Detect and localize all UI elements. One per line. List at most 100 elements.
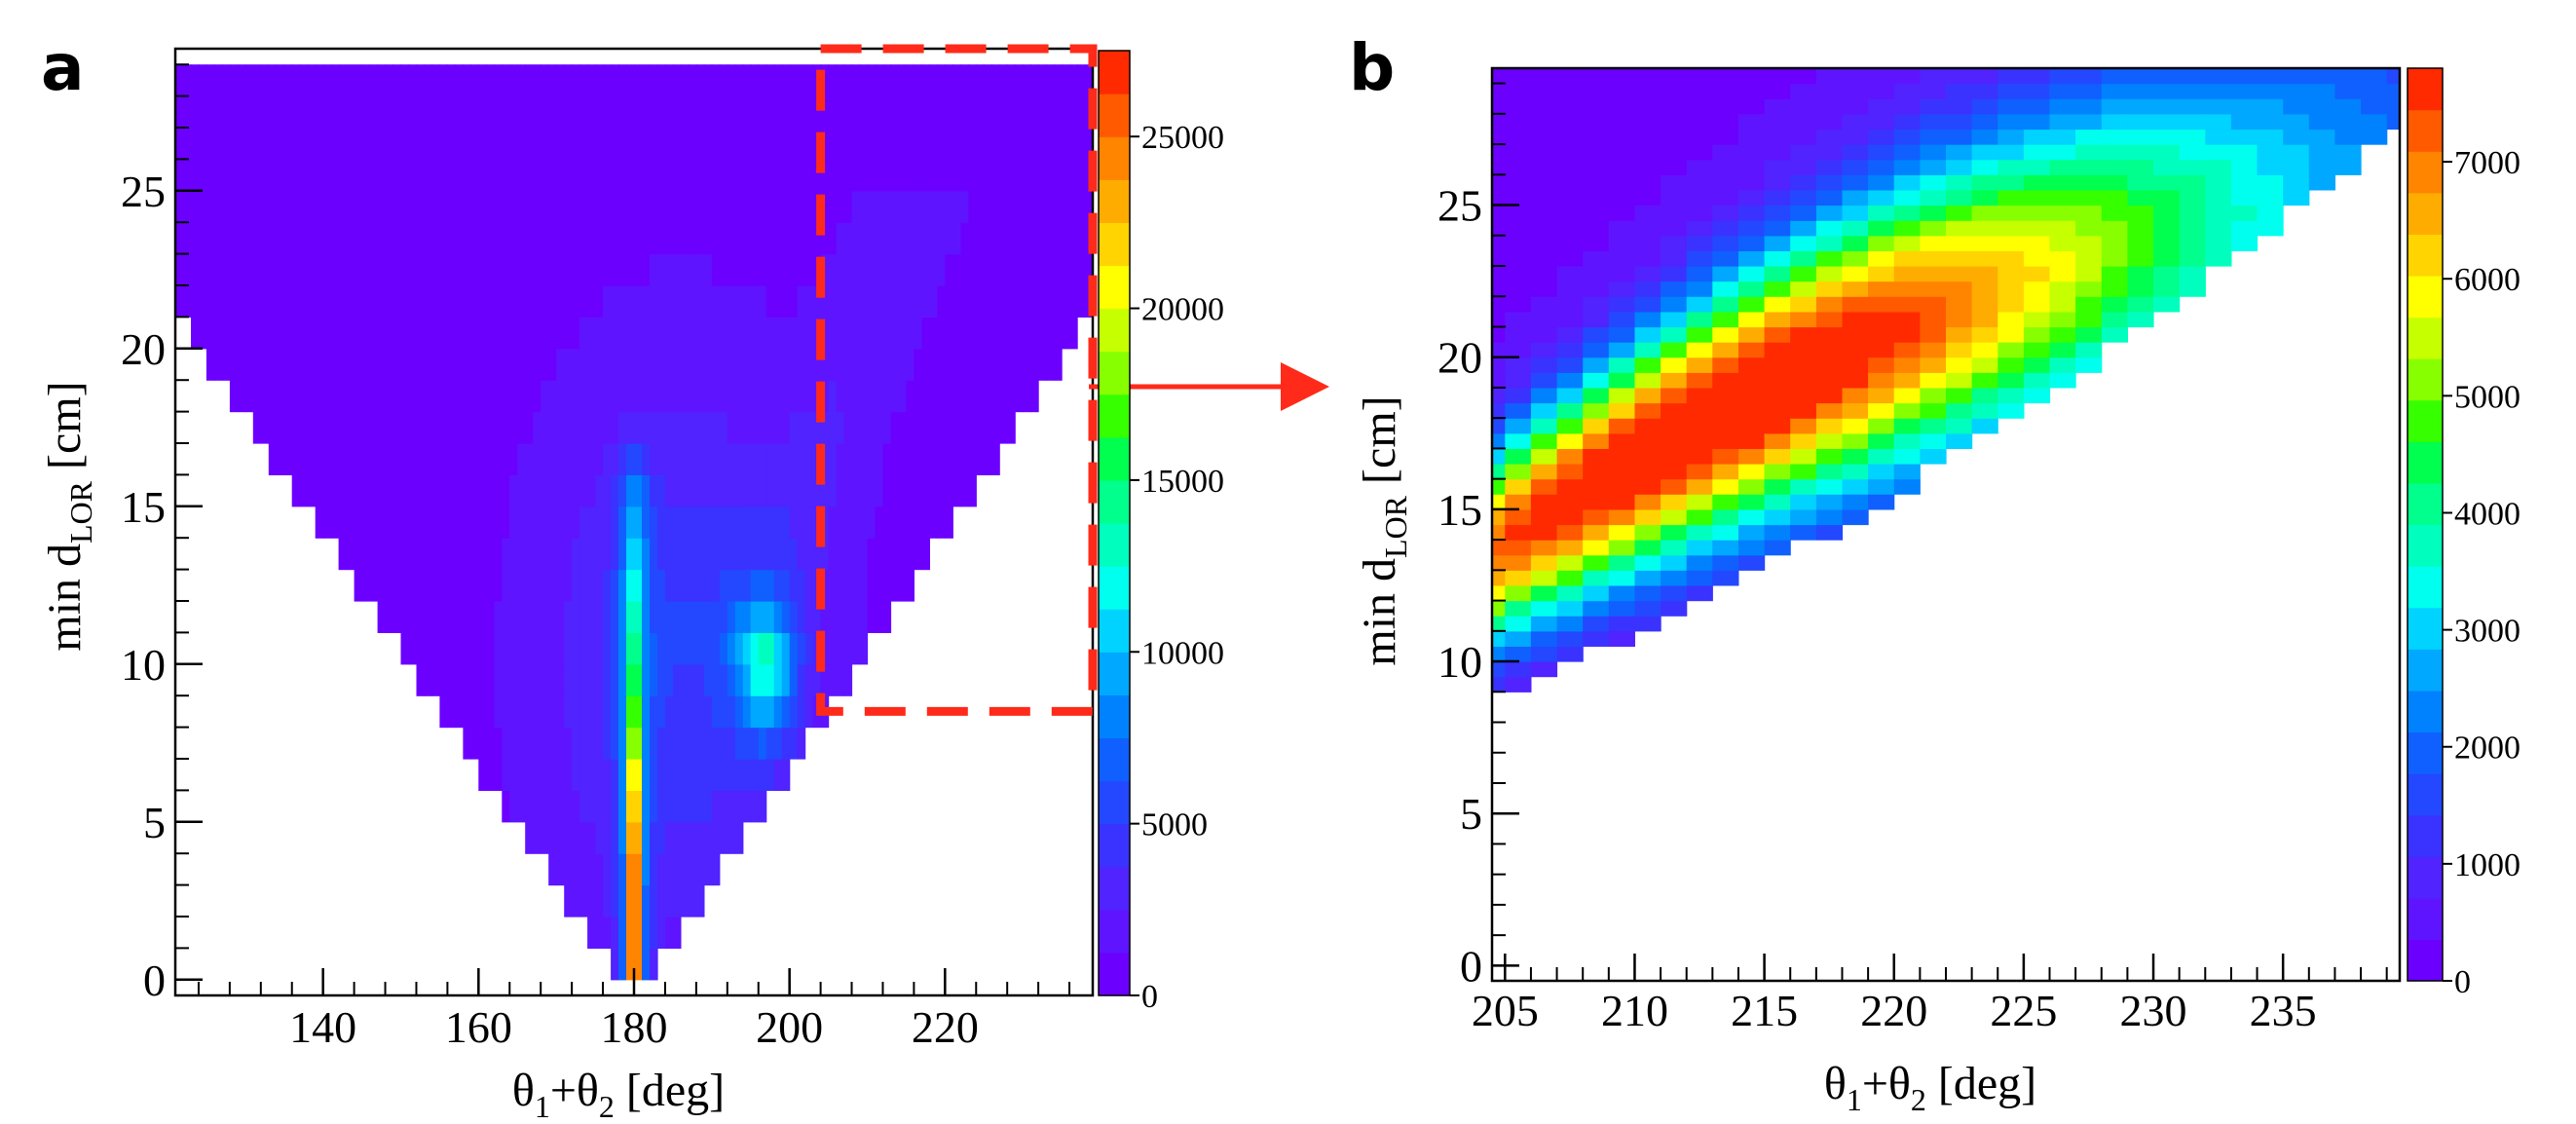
heatmap-cell — [1556, 311, 1584, 328]
heatmap-cell — [2230, 174, 2259, 191]
heatmap-cell — [672, 474, 682, 507]
heatmap-cell — [1015, 380, 1024, 413]
heatmap-cell — [727, 538, 736, 571]
heatmap-cell — [781, 222, 791, 255]
heatmap-cell — [898, 285, 907, 318]
heatmap-cell — [991, 380, 1000, 413]
heatmap-cell — [2101, 159, 2128, 175]
heatmap-cell — [626, 569, 635, 602]
heatmap-cell — [680, 380, 690, 413]
heatmap-cell — [572, 506, 580, 539]
heatmap-cell — [742, 727, 752, 760]
heatmap-cell — [1764, 402, 1791, 419]
heatmap-cell — [703, 317, 713, 350]
heatmap-cell — [2101, 250, 2128, 267]
heatmap-cell — [1842, 83, 1869, 99]
heatmap-cell — [291, 317, 301, 350]
heatmap-cell — [906, 443, 915, 475]
heatmap-cell — [711, 821, 721, 854]
heatmap-cell — [960, 190, 969, 223]
heatmap-cell — [758, 569, 767, 602]
heatmap-cell — [408, 569, 418, 602]
heatmap-cell — [1054, 253, 1063, 286]
heatmap-cell — [1077, 190, 1086, 223]
heatmap-cell — [541, 411, 549, 444]
heatmap-cell — [276, 64, 285, 97]
heatmap-cell — [1686, 205, 1713, 221]
heatmap-cell — [486, 695, 495, 729]
heatmap-cell — [1062, 222, 1070, 255]
heatmap-cell — [486, 222, 495, 255]
heatmap-cell — [921, 222, 930, 255]
heatmap-cell — [244, 317, 254, 350]
heatmap-cell — [478, 380, 487, 413]
heatmap-cell — [789, 695, 799, 729]
heatmap-cell — [656, 569, 666, 602]
heatmap-cell — [439, 569, 448, 602]
heatmap-cell — [268, 443, 278, 475]
heatmap-cell — [875, 64, 884, 97]
heatmap-cell — [650, 821, 658, 854]
heatmap-cell — [758, 663, 767, 696]
heatmap-cell — [1764, 508, 1791, 526]
heatmap-cell — [664, 348, 674, 381]
heatmap-cell — [1712, 98, 1739, 115]
heatmap-cell — [2257, 98, 2284, 115]
heatmap-cell — [1069, 222, 1078, 255]
heatmap-cell — [1997, 250, 2025, 267]
heatmap-cell — [579, 253, 588, 286]
heatmap-cell — [346, 253, 355, 286]
heatmap-cell — [229, 253, 239, 286]
heatmap-cell — [999, 380, 1008, 413]
heatmap-cell — [611, 64, 619, 97]
heatmap-cell — [2075, 311, 2103, 328]
heatmap-cell — [945, 506, 953, 539]
heatmap-cell — [1661, 494, 1688, 510]
heatmap-cell — [517, 727, 526, 760]
heatmap-cell — [859, 506, 869, 539]
heatmap-cell — [765, 253, 775, 286]
heatmap-cell — [221, 190, 231, 223]
heatmap-cell — [952, 128, 961, 160]
heatmap-cell — [656, 128, 666, 160]
heatmap-cell — [291, 380, 301, 413]
heatmap-cell — [758, 506, 767, 539]
heatmap-cell — [1686, 68, 1713, 85]
heatmap-cell — [1842, 372, 1869, 389]
heatmap-cell — [781, 538, 791, 571]
heatmap-cell — [455, 474, 464, 507]
heatmap-cell — [291, 190, 301, 223]
heatmap-cell — [765, 663, 775, 696]
heatmap-cell — [525, 190, 534, 223]
heatmap-cell — [369, 222, 379, 255]
heatmap-cell — [2049, 205, 2076, 221]
heatmap-cell — [1868, 311, 1895, 328]
heatmap-cell — [307, 411, 317, 444]
heatmap-cell — [1842, 418, 1869, 434]
heatmap-cell — [564, 759, 573, 791]
heatmap-cell — [502, 443, 510, 475]
heatmap-cell — [322, 159, 332, 192]
heatmap-cell — [727, 695, 736, 729]
heatmap-cell — [960, 222, 969, 255]
heatmap-cell — [330, 159, 340, 192]
heatmap-cell — [509, 790, 518, 823]
heatmap-cell — [572, 601, 580, 633]
heatmap-cell — [486, 159, 495, 192]
heatmap-cell — [1023, 348, 1031, 381]
heatmap-cell — [1492, 540, 1506, 556]
heatmap-cell — [1842, 174, 1869, 191]
heatmap-cell — [299, 253, 309, 286]
heatmap-cell — [369, 128, 379, 160]
heatmap-cell — [634, 853, 643, 886]
heatmap-cell — [929, 128, 938, 160]
heatmap-cell — [1556, 281, 1584, 297]
heatmap-cell — [727, 632, 736, 665]
heatmap-cell — [859, 253, 869, 286]
heatmap-cell — [1893, 266, 1921, 282]
heatmap-cell — [369, 95, 379, 129]
heatmap-cell — [1815, 464, 1844, 480]
heatmap-cell — [734, 95, 744, 129]
heatmap-cell — [587, 884, 596, 918]
heatmap-cell — [929, 411, 938, 444]
